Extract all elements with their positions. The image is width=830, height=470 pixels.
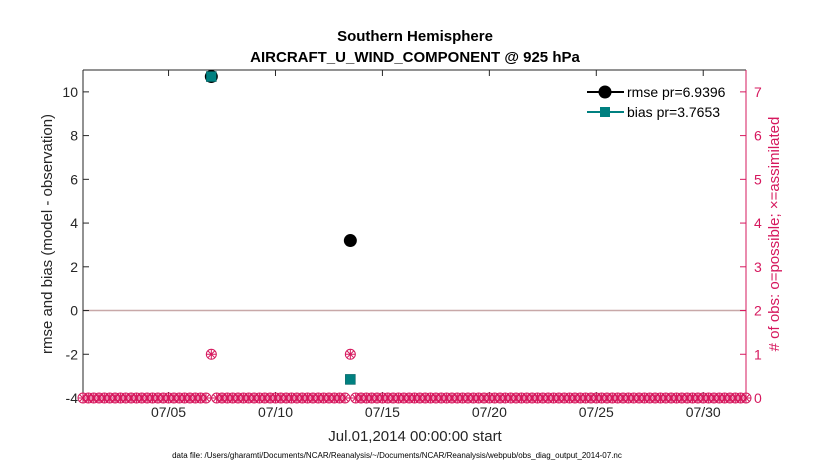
chart-title-line1: Southern Hemisphere	[337, 28, 493, 45]
x-tick-label: 07/20	[472, 404, 507, 420]
plot-area: 07/05 07/10 07/15 07/20 07/25 07/30 -4 -2 0 2 4 6 8 1…	[62, 69, 762, 420]
right-tick-label: 5	[754, 171, 762, 187]
left-tick-label: -4	[66, 390, 79, 406]
chart-title-line2: AIRCRAFT_U_WIND_COMPONENT @ 925 hPa	[250, 49, 580, 66]
right-axis-label: # of obs: o=possible; ×=assimilated	[766, 117, 783, 352]
rmse-point	[343, 234, 357, 248]
x-tick-label: 07/30	[686, 404, 721, 420]
right-tick-label: 7	[754, 84, 762, 100]
obs-assimilated-marker	[339, 393, 350, 403]
x-tick-label: 07/05	[151, 404, 186, 420]
left-axis-label: rmse and bias (model - observation)	[39, 114, 56, 354]
x-tick-label: 07/15	[365, 404, 400, 420]
obs-assimilated-marker	[741, 393, 751, 403]
right-tick-label: 0	[754, 390, 762, 406]
right-tick-label: 3	[754, 259, 762, 275]
left-tick-label: -2	[66, 346, 79, 362]
left-tick-label: 2	[70, 259, 78, 275]
left-tick-label: 4	[70, 215, 78, 231]
bias-point	[206, 71, 217, 82]
x-axis-label: Jul.01,2014 00:00:00 start	[328, 428, 502, 445]
left-tick-label: 0	[70, 303, 78, 319]
obs-assimilated-marker	[345, 349, 356, 360]
legend-bias-marker	[600, 107, 610, 117]
right-tick-label: 2	[754, 303, 762, 319]
right-tick-label: 6	[754, 128, 762, 144]
left-tick-label: 6	[70, 171, 78, 187]
bias-point	[345, 374, 356, 385]
left-tick-label: 8	[70, 128, 78, 144]
x-tick-label: 07/25	[579, 404, 614, 420]
x-tick-label: 07/10	[258, 404, 293, 420]
obs-assimilated-marker	[206, 349, 217, 360]
legend: rmse pr=6.9396 bias pr=3.7653	[580, 80, 730, 124]
obs-assimilated-marker	[200, 393, 211, 403]
footnote: data file: /Users/gharamti/Documents/NCA…	[172, 451, 622, 460]
legend-bias-label: bias pr=3.7653	[627, 104, 720, 120]
legend-rmse-label: rmse pr=6.9396	[627, 84, 726, 100]
right-tick-label: 4	[754, 215, 762, 231]
left-tick-label: 10	[62, 84, 78, 100]
legend-rmse-marker	[598, 85, 612, 99]
right-tick-label: 1	[754, 346, 762, 362]
